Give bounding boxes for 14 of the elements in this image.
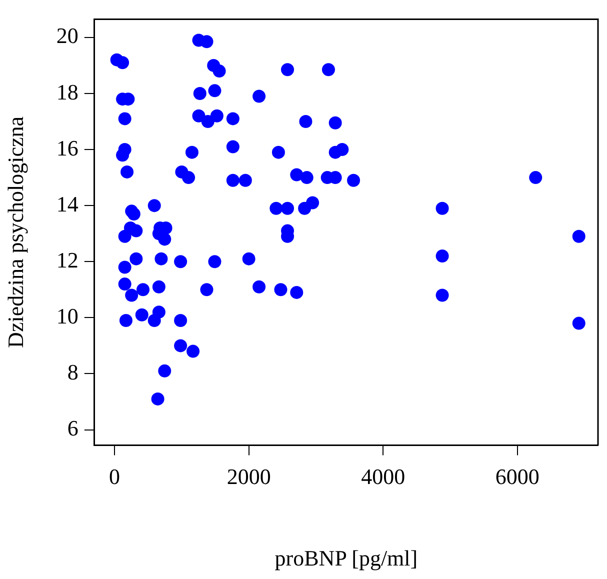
y-tick-label: 12 xyxy=(56,247,78,272)
y-tick-label: 8 xyxy=(67,360,78,385)
x-tick-label: 4000 xyxy=(361,464,406,490)
y-tick-label: 18 xyxy=(56,79,78,104)
x-tick-label: 6000 xyxy=(495,464,540,490)
y-tick-label: 20 xyxy=(56,23,78,48)
x-tick-label: 0 xyxy=(109,464,120,490)
y-tick-label: 14 xyxy=(56,191,78,216)
y-axis-title: Dziedzina psychologiczna xyxy=(2,116,28,348)
x-tick-label: 2000 xyxy=(226,464,271,490)
y-tick-label: 10 xyxy=(56,303,78,328)
x-axis-title: proBNP [pg/ml] xyxy=(274,546,418,571)
y-tick-label: 16 xyxy=(56,135,78,160)
y-tick-label: 6 xyxy=(67,416,78,441)
